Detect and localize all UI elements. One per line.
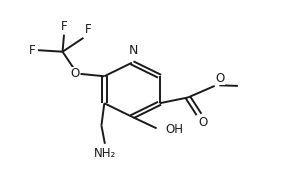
Text: N: N [128,44,138,57]
Text: OH: OH [165,123,183,136]
Text: NH₂: NH₂ [94,147,117,160]
Text: F: F [29,44,36,57]
Text: F: F [61,20,67,33]
Text: O: O [70,67,79,80]
Text: F: F [85,23,92,36]
Text: O: O [215,72,225,85]
Text: O: O [198,116,208,129]
